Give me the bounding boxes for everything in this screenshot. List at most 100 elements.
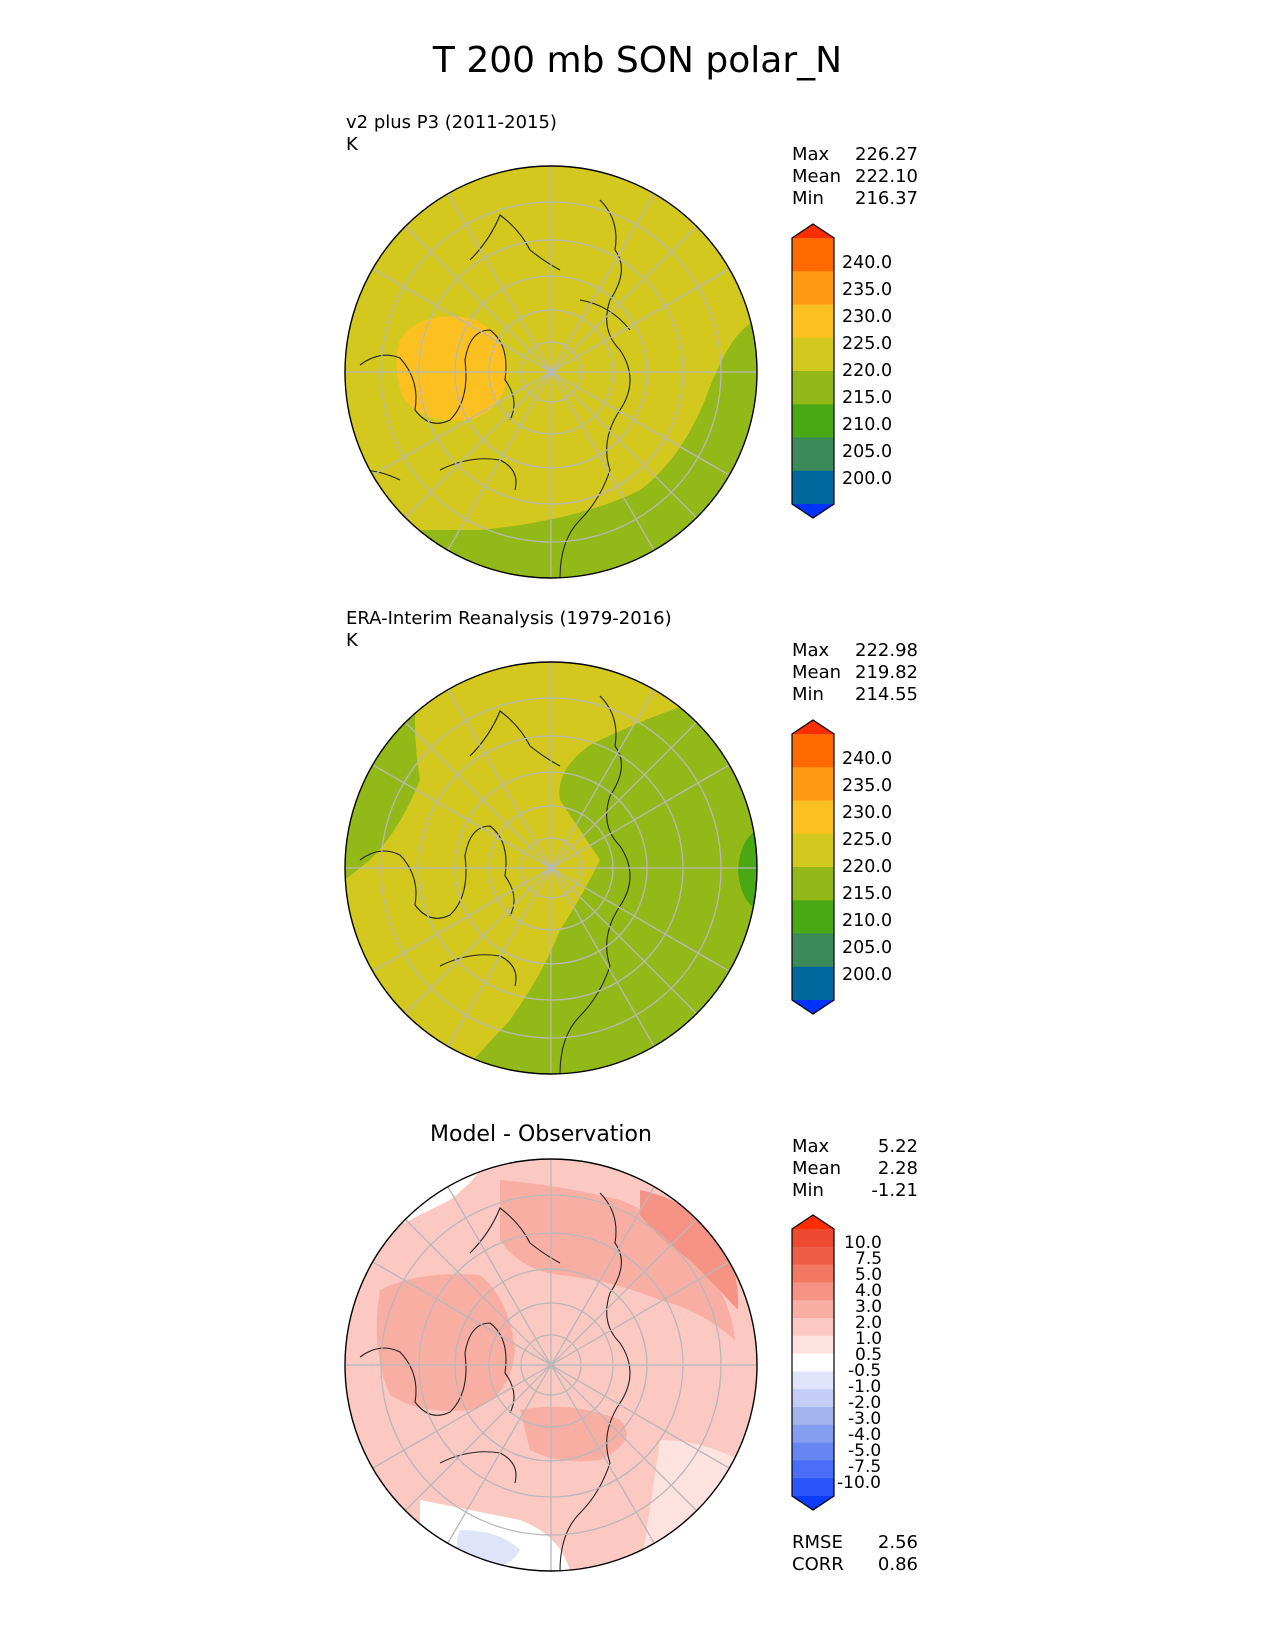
panel3-corr-value: 0.86 — [877, 1554, 918, 1575]
panel3-cb-label: 5.0 — [855, 1265, 883, 1285]
map2-field-210-patch — [738, 830, 757, 910]
panel2-cb-label: 235.0 — [842, 776, 893, 796]
panel3-stat-mean-value: 2.28 — [877, 1158, 918, 1179]
panel3-cb-label: -7.5 — [848, 1457, 882, 1477]
map2-gridlines — [345, 662, 757, 1074]
panel3-colorbar-outline — [791, 1214, 835, 1511]
panel1-colorbar-segment — [792, 238, 834, 272]
panel3-colorbar-segment — [792, 1229, 834, 1248]
panel2-colorbar-outline — [791, 719, 835, 1015]
panel2-stat-mean-label: Mean — [792, 662, 842, 683]
panel3-colorbar-segment — [792, 1389, 834, 1408]
panel1-cb-label: 210.0 — [842, 415, 893, 435]
panel1-colorbar-extend-bottom — [792, 504, 834, 518]
panel2-title: ERA-Interim Reanalysis (1979-2016) — [346, 608, 672, 629]
panel3-stat-min-value: -1.21 — [871, 1180, 918, 1201]
panel2-colorbar-segment — [792, 867, 834, 901]
panel1-colorbar-segment — [792, 437, 834, 472]
panel2-stat-max-value: 222.98 — [855, 640, 918, 661]
panel3-cb-label: -0.5 — [848, 1361, 882, 1381]
panel1-cb-label: 205.0 — [842, 442, 893, 462]
panel3-cb-label: -3.0 — [848, 1409, 882, 1429]
panel3-colorbar-segment — [792, 1353, 834, 1372]
map1-gridlines — [345, 166, 757, 578]
figure-title: T 200 mb SON polar_N — [432, 40, 843, 81]
panel3-stat-max-value: 5.22 — [877, 1136, 918, 1157]
panel2-cb-label: 200.0 — [842, 965, 893, 985]
panel3-colorbar-segment — [792, 1371, 834, 1390]
panel1-colorbar-segment — [792, 271, 834, 305]
panel1-colorbar-segment — [792, 470, 834, 505]
panel2-stat-min-label: Min — [792, 684, 824, 705]
panel1-cb-label: 230.0 — [842, 307, 893, 327]
panel2-units: K — [346, 630, 358, 651]
panel3-colorbar-segment — [792, 1282, 834, 1301]
map3-field-2to3-na — [376, 1274, 515, 1411]
panel2-colorbar-extend-bottom — [792, 1000, 834, 1014]
panel1-stat-mean-label: Mean — [792, 166, 842, 187]
panel2-colorbar-segment — [792, 900, 834, 934]
panel3-colorbar-segment — [792, 1300, 834, 1319]
panel3-colorbar-extend-top — [792, 1215, 834, 1229]
panel3-colorbar-segment — [792, 1264, 834, 1283]
panel3-colorbar — [791, 1214, 835, 1511]
panel2-cb-label: 225.0 — [842, 830, 893, 850]
map1-field-225-patch — [396, 316, 508, 421]
panel3-rmse-label: RMSE — [792, 1532, 843, 1553]
map2-boundary — [344, 661, 758, 1075]
map3-field-neg-nw — [345, 1159, 430, 1215]
panel3-cb-label: -2.0 — [848, 1393, 882, 1413]
panel3-cb-label: 4.0 — [855, 1281, 883, 1301]
panel3-cb-label: 1.0 — [855, 1329, 883, 1349]
panel1-stat-max-label: Max — [792, 144, 830, 165]
panel1-stat-max-value: 226.27 — [855, 144, 918, 165]
panel2-stat-max-label: Max — [792, 640, 830, 661]
panel3-colorbar-segment — [792, 1246, 834, 1266]
map1-field-215-se — [345, 320, 757, 578]
panel2-colorbar-segment — [792, 767, 834, 801]
panel1-colorbar-extend-top — [792, 224, 834, 238]
panel1-title: v2 plus P3 (2011-2015) — [346, 112, 557, 133]
panel1-cb-label: 220.0 — [842, 361, 893, 381]
panel2-colorbar — [791, 719, 835, 1015]
panel2-cb-label: 240.0 — [842, 749, 893, 769]
panel3-colorbar-segment — [792, 1407, 834, 1426]
panel1-stat-min-value: 216.37 — [855, 188, 918, 209]
panel3-colorbar-segment — [792, 1460, 834, 1479]
panel2-cb-label: 230.0 — [842, 803, 893, 823]
panel3-cb-label: -4.0 — [848, 1425, 882, 1445]
panel3-stat-mean-label: Mean — [792, 1158, 842, 1179]
panel1-colorbar-segment — [792, 404, 834, 438]
panel3-rmse-value: 2.56 — [877, 1532, 918, 1553]
panel2-colorbar-segment — [792, 966, 834, 1001]
panel2-stat-mean-value: 219.82 — [855, 662, 918, 683]
panel3-cb-label: -1.0 — [848, 1377, 882, 1397]
map3-boundary — [344, 1158, 758, 1572]
panel2-cb-label: 210.0 — [842, 911, 893, 931]
panel3-cb-label: 7.5 — [855, 1249, 883, 1269]
panel3-cb-label: 10.0 — [844, 1233, 882, 1253]
panel1-cb-label: 215.0 — [842, 388, 893, 408]
panel1-cb-label: 200.0 — [842, 469, 893, 489]
map3-field-2to3-asia — [500, 1180, 735, 1340]
panel1-colorbar — [791, 223, 835, 519]
panel1-stat-min-label: Min — [792, 188, 824, 209]
panel3-corr-label: CORR — [792, 1554, 844, 1575]
map2-field-215-east — [460, 700, 757, 1074]
panel2-colorbar-segment — [792, 800, 834, 835]
panel3-colorbar-segment — [792, 1442, 834, 1461]
panel3-colorbar-segment — [792, 1318, 834, 1337]
panel2-cb-label: 215.0 — [842, 884, 893, 904]
panel1-colorbar-segment — [792, 304, 834, 339]
panel3-cb-label: 0.5 — [855, 1345, 883, 1365]
map3-gridlines — [345, 1159, 757, 1571]
panel3-colorbar-extend-bottom — [792, 1496, 834, 1510]
panel3-colorbar-segment — [792, 1424, 834, 1444]
map3-field-4to5-pacific — [640, 1190, 739, 1310]
panel2-colorbar-segment — [792, 833, 834, 868]
panel1-units: K — [346, 134, 358, 155]
panel1-cb-label: 240.0 — [842, 253, 893, 273]
panel1-cb-label: 225.0 — [842, 334, 893, 354]
panel3-cb-label: 3.0 — [855, 1297, 883, 1317]
